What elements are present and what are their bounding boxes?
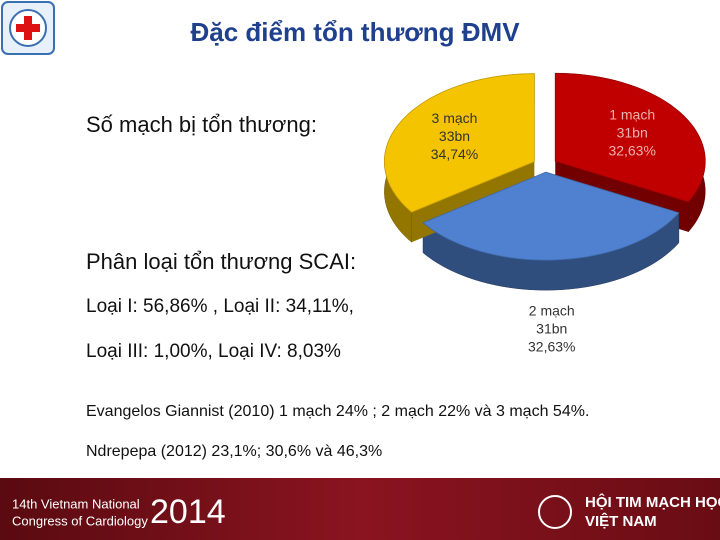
footer-logo [538,495,572,529]
slice-category: 3 mạch [432,110,478,126]
slice-count: 33bn [439,128,470,144]
footer-text: VIỆT NAM [585,512,657,530]
slice-category: 1 mạch [609,107,655,123]
pie-chart: 1 mạch 31bn 32,63% 2 mạch 31bn 32,63% 3 mạch 33… [383,72,706,355]
reference: Evangelos Giannist (2010) 1 mạch 24% ; 2… [86,403,589,420]
slice-category: 2 mạch [529,303,575,319]
body-text: Loại I: 56,86% , Loại II: 34,11%, [86,296,354,317]
reference: Ndrepepa (2012) 23,1%; 30,6% và 46,3% [86,443,382,460]
footer-text: HỘI TIM MẠCH HỌC [585,493,720,511]
footer-band [0,478,720,540]
heading: Phân loại tổn thương SCAI: [86,249,356,274]
footer-text: Congress of Cardiology [12,513,148,528]
pie-slice [422,171,680,261]
slice-value-label: 32,63% [528,339,575,355]
footer-text: 14th Vietnam National [12,496,140,511]
heading: Số mạch bị tổn thương: [86,112,317,137]
slice-value-label: 32,63% [608,143,655,159]
body-text: Loại III: 1,00%, Loại IV: 8,03% [86,341,341,362]
title: Đặc điểm tổn thương ĐMV [190,17,520,47]
pie-slice [554,72,706,203]
slice-count: 31bn [536,321,567,337]
slice-value-label: 34,74% [431,146,478,162]
slice-count: 31bn [617,125,648,141]
pie-slice [383,73,535,213]
logo [1,1,55,55]
footer-year: 2014 [150,493,226,531]
